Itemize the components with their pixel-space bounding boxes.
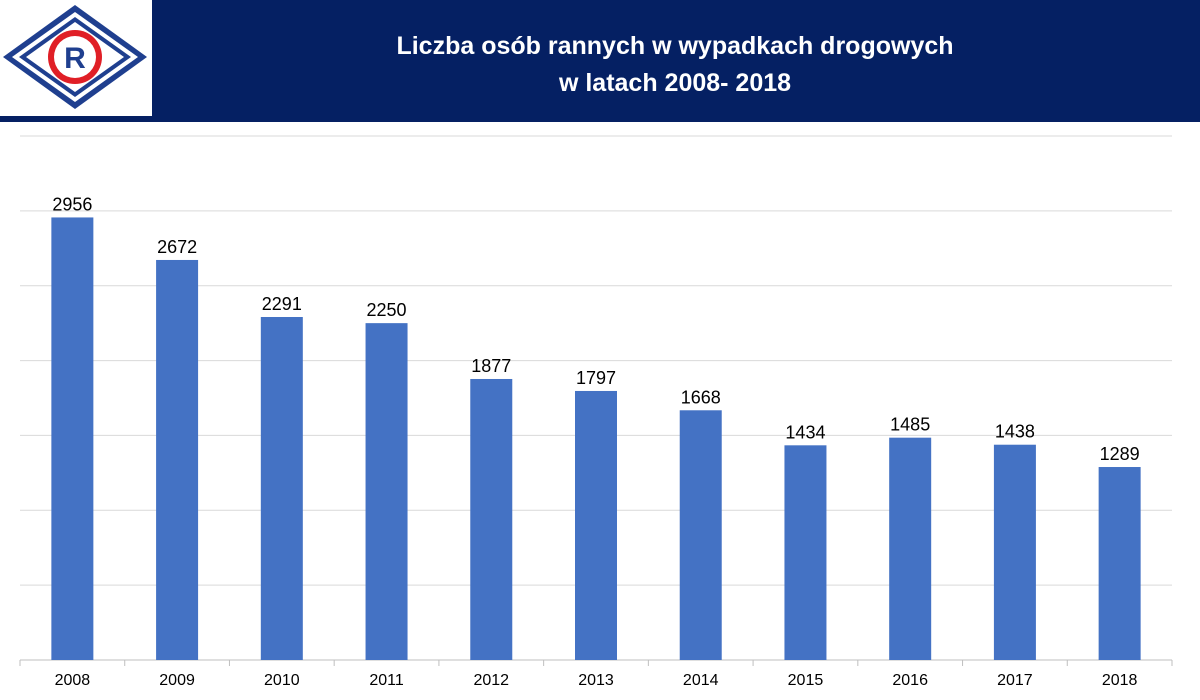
- x-axis-ticks: 2008 2009 2010 2011 2012 2013 2014 2015 2016 2017…: [19, 660, 1173, 689]
- bar-2017: [993, 444, 1036, 660]
- bar-2008: [51, 217, 94, 660]
- data-label-2014: 1668: [681, 387, 721, 407]
- bar-2015: [784, 445, 827, 660]
- x-tick-label-2014: 2014: [683, 672, 719, 689]
- data-label-2018: 1289: [1100, 444, 1140, 464]
- data-label-2016: 1485: [890, 415, 930, 435]
- road-police-logo-icon: R: [3, 5, 147, 109]
- bar-2016: [889, 437, 932, 660]
- header-banner: R Liczba osób rannych w wypadkach drogow…: [0, 0, 1200, 122]
- x-tick-label-2016: 2016: [892, 672, 928, 689]
- x-tick-label-2013: 2013: [578, 672, 614, 689]
- bar-2018: [1098, 467, 1141, 660]
- bar-2013: [575, 390, 617, 660]
- title-line-1: Liczba osób rannych w wypadkach drogowyc…: [396, 32, 954, 60]
- x-tick-label-2011: 2011: [369, 672, 404, 689]
- bar-2011: [365, 323, 408, 660]
- x-tick-label-2010: 2010: [264, 672, 300, 689]
- data-label-2015: 1434: [785, 422, 825, 442]
- x-tick-label-2015: 2015: [788, 672, 824, 689]
- data-label-2017: 1438: [995, 422, 1035, 442]
- data-label-2008: 2956: [52, 194, 92, 214]
- bar-2012: [470, 378, 513, 660]
- data-label-2009: 2672: [157, 237, 197, 257]
- data-label-2011: 2250: [367, 300, 407, 320]
- x-tick-label-2018: 2018: [1102, 672, 1138, 689]
- data-label-2012: 1877: [471, 356, 511, 376]
- x-tick-label-2008: 2008: [55, 672, 91, 689]
- data-label-2013: 1797: [576, 368, 616, 388]
- x-tick-label-2012: 2012: [473, 672, 509, 689]
- title-line-2: w latach 2008- 2018: [558, 69, 792, 97]
- data-label-2010: 2291: [262, 294, 302, 314]
- bars: [51, 217, 1141, 660]
- bar-2010: [260, 317, 303, 660]
- x-tick-label-2009: 2009: [159, 672, 195, 689]
- x-tick-label-2017: 2017: [997, 672, 1033, 689]
- data-labels: 2956 2672 2291 2250 1877 1797 1668 1434 1485 1438…: [52, 194, 1139, 464]
- logo: R: [0, 0, 152, 116]
- bar-2009: [156, 259, 199, 660]
- bar-2014: [679, 410, 722, 660]
- chart-title: Liczba osób rannych w wypadkach drogowyc…: [230, 28, 1120, 102]
- logo-letter: R: [64, 42, 86, 75]
